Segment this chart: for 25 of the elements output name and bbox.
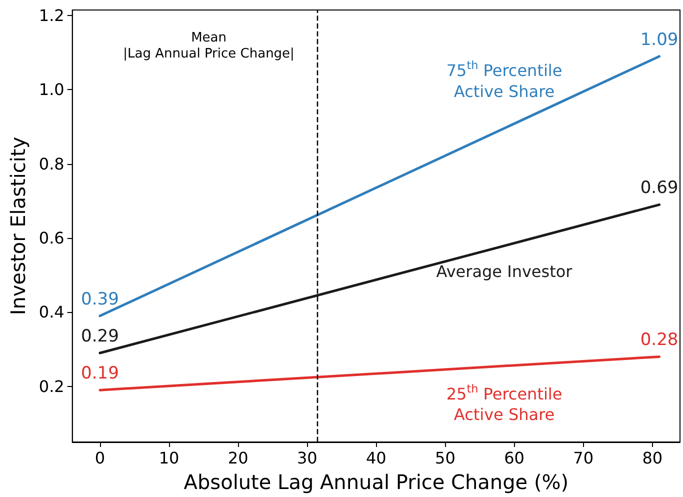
x-tick-label: 60 <box>504 448 524 468</box>
y-tick-label: 1.0 <box>38 80 64 100</box>
data-label: 0.19 <box>81 364 119 384</box>
x-tick-label: 0 <box>94 448 106 468</box>
y-tick-label: 0.8 <box>38 154 64 174</box>
series-label: Average Investor <box>436 262 573 282</box>
y-tick-label: 0.6 <box>38 228 64 248</box>
data-label: 0.28 <box>640 330 678 350</box>
x-tick-label: 40 <box>366 448 386 468</box>
x-tick-label: 50 <box>435 448 456 468</box>
x-tick-label: 20 <box>228 448 248 468</box>
y-axis-title: Investor Elasticity <box>6 136 30 316</box>
data-label: 1.09 <box>640 30 678 50</box>
data-label: 0.29 <box>81 326 119 347</box>
x-axis-title: Absolute Lag Annual Price Change (%) <box>184 470 569 494</box>
x-tick-label: 70 <box>573 448 594 468</box>
y-tick-label: 0.2 <box>38 376 64 396</box>
ref-line-label: Mean |Lag Annual Price Change| <box>123 30 294 62</box>
data-label: 0.39 <box>81 289 119 310</box>
x-tick-label: 10 <box>158 448 180 468</box>
y-tick-label: 0.4 <box>38 302 64 322</box>
x-tick-label: 80 <box>642 448 663 468</box>
y-tick-label: 1.2 <box>38 6 64 26</box>
data-label: 0.69 <box>640 178 678 198</box>
x-tick-label: 30 <box>296 448 318 468</box>
